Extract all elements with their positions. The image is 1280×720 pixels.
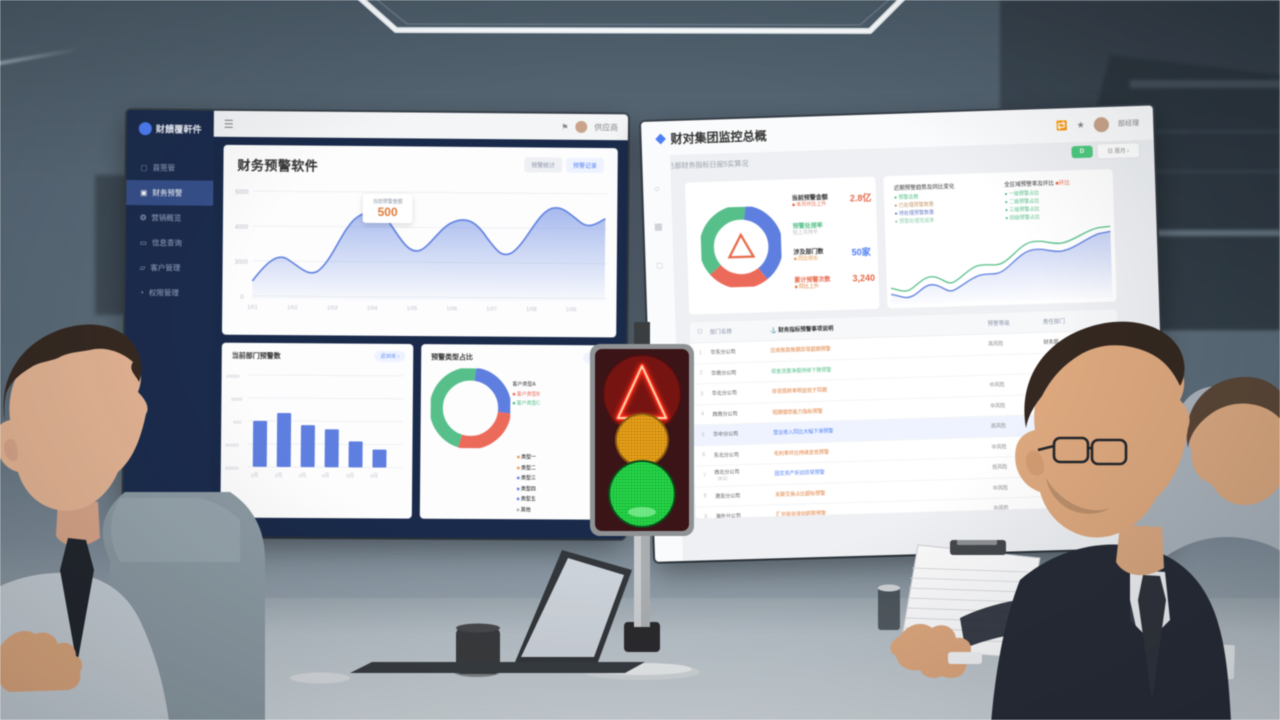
svg-text:1/03: 1/03 xyxy=(327,305,338,311)
svg-text:1/08: 1/08 xyxy=(526,307,537,313)
svg-text:6月: 6月 xyxy=(370,473,378,479)
svg-text:1/04: 1/04 xyxy=(367,306,378,312)
svg-text:3000: 3000 xyxy=(235,260,249,266)
svg-text:4000: 4000 xyxy=(235,225,249,231)
svg-text:4月: 4月 xyxy=(321,473,329,479)
svg-text:1/06: 1/06 xyxy=(446,306,457,312)
svg-text:1/09: 1/09 xyxy=(566,307,577,313)
svg-text:5月: 5月 xyxy=(346,473,354,479)
svg-text:1/05: 1/05 xyxy=(407,306,418,312)
svg-text:1/07: 1/07 xyxy=(486,307,497,313)
svg-text:5000: 5000 xyxy=(235,190,249,196)
